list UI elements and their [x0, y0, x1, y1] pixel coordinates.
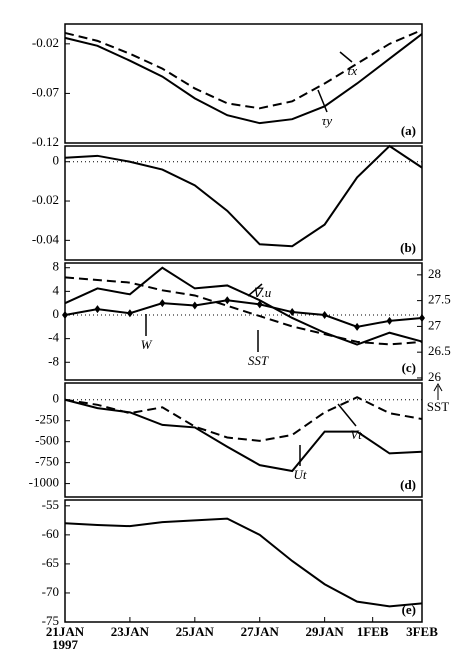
- y-tick-label: -75: [42, 613, 59, 628]
- y-tick-label: -55: [42, 497, 59, 512]
- series-line: [64, 398, 423, 473]
- marker: [126, 309, 133, 318]
- y-tick-label: -0.12: [32, 134, 59, 149]
- panel-label: (d): [400, 477, 416, 492]
- arrow: [433, 382, 443, 400]
- y-tick-label: -750: [35, 454, 59, 469]
- y2-tick-label: 26: [428, 369, 442, 384]
- y-tick-label: -1000: [29, 475, 59, 490]
- panel-frame: [64, 23, 423, 144]
- y-tick-label: -0.02: [32, 192, 59, 207]
- y-tick-label: -60: [42, 526, 59, 541]
- series-label: SST: [248, 353, 269, 368]
- series-label: τx: [347, 63, 358, 78]
- label-arrow: [317, 89, 328, 113]
- marker: [321, 311, 328, 319]
- series-label: Vt: [350, 427, 362, 442]
- y2-tick-label: 26.5: [428, 343, 451, 358]
- marker: [159, 299, 166, 308]
- panel-frame: [64, 145, 423, 261]
- panel-label: (b): [400, 240, 416, 255]
- y-tick-label: 8: [53, 259, 60, 274]
- x-tick-label: 1FEB: [357, 624, 389, 639]
- x-tick-label: 21JAN: [46, 624, 85, 639]
- marker: [256, 300, 263, 309]
- series-line: [64, 29, 423, 110]
- x-tick-label: 3FEB: [406, 624, 438, 639]
- series-line: [64, 266, 423, 346]
- panel-frame: [64, 382, 423, 498]
- y-tick-label: -250: [35, 412, 59, 427]
- y-tick-label: -0.02: [32, 35, 59, 50]
- y-tick-label: 4: [53, 282, 60, 297]
- y-tick-label: -65: [42, 555, 59, 570]
- y-tick-label: -4: [48, 330, 59, 345]
- label-arrow: [337, 403, 357, 427]
- y-tick-label: -70: [42, 584, 59, 599]
- marker: [354, 322, 361, 331]
- series-line: [64, 144, 423, 248]
- series-line: [64, 396, 423, 442]
- x-tick-label: 29JAN: [305, 624, 344, 639]
- marker: [62, 311, 68, 319]
- y-tick-label: -0.07: [32, 84, 60, 99]
- y-tick-label: -8: [48, 353, 59, 368]
- x-tick-label: 25JAN: [176, 624, 215, 639]
- panel-frame: [64, 262, 423, 381]
- panel-label: (a): [401, 123, 416, 138]
- panel-frame: [64, 499, 423, 623]
- marker: [191, 301, 198, 310]
- x-tick-label: 27JAN: [241, 624, 280, 639]
- series-label: ∇.u: [253, 285, 272, 300]
- marker: [289, 308, 296, 317]
- x-sublabel: 1997: [52, 637, 79, 652]
- series-label: Ut: [294, 467, 307, 482]
- marker: [419, 313, 425, 322]
- marker: [224, 296, 231, 305]
- series-line: [64, 276, 423, 346]
- series-line: [64, 517, 423, 608]
- series-label: τy: [322, 113, 333, 128]
- label-arrow: [339, 51, 353, 63]
- y-tick-label: 0: [53, 306, 60, 321]
- marker: [386, 316, 393, 325]
- y2-tick-label: 27: [428, 317, 442, 332]
- y2-tick-label: 27.5: [428, 292, 451, 307]
- series-label: W: [141, 337, 153, 352]
- y2-label: SST: [427, 399, 449, 414]
- marker: [94, 305, 101, 314]
- y-tick-label: -500: [35, 433, 59, 448]
- series-line: [64, 33, 423, 125]
- y2-tick-label: 28: [428, 266, 441, 281]
- panel-label: (c): [402, 360, 416, 375]
- y-tick-label: 0: [53, 391, 60, 406]
- x-tick-label: 23JAN: [111, 624, 150, 639]
- y-tick-label: -0.04: [32, 231, 60, 246]
- y-tick-label: 0: [53, 153, 60, 168]
- label-arrow: [247, 283, 263, 297]
- series-line: [64, 299, 423, 328]
